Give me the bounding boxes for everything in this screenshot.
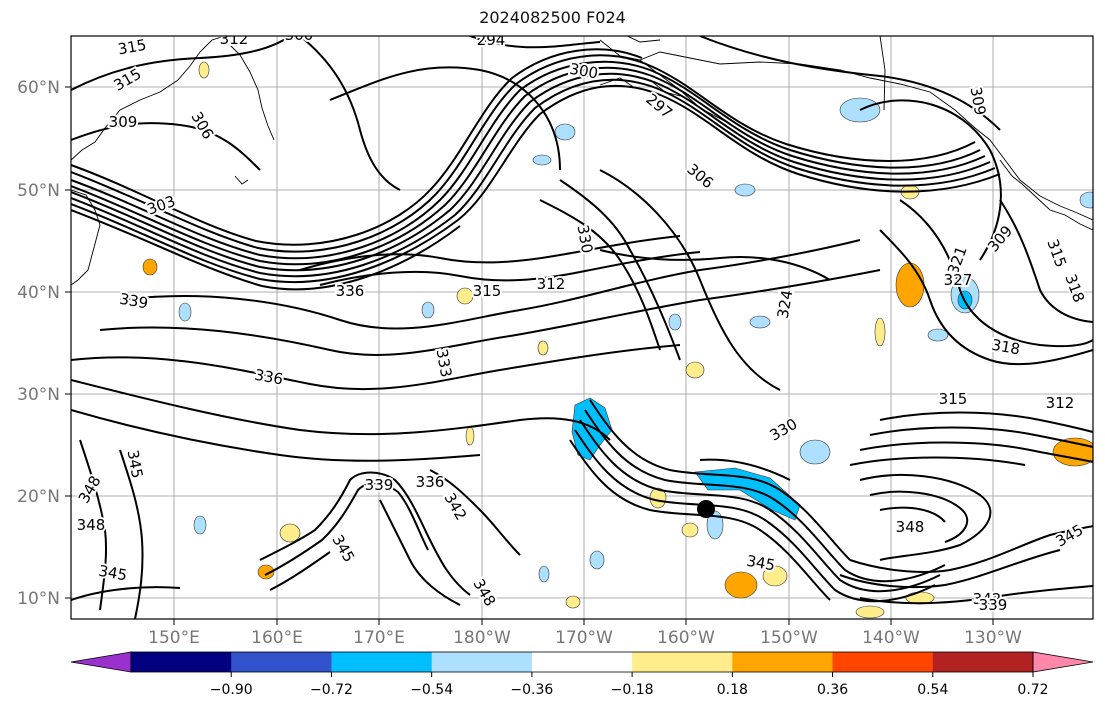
colorbar-extend-high: [1032, 651, 1094, 673]
map-title: 2024082500 F024: [479, 8, 626, 27]
colorbar-tick-label: 0.72: [1017, 682, 1048, 698]
anomaly-patch: [538, 565, 550, 583]
anomaly-patch: [706, 510, 724, 540]
anomaly-patch: [565, 595, 581, 609]
colorbar-segment: [732, 652, 834, 672]
contour-label: 348: [77, 516, 106, 534]
colorbar-tick-label: −0.36: [510, 682, 553, 698]
contour-label: 339: [118, 290, 149, 313]
contour-label: 348: [896, 518, 925, 536]
anomaly-patch: [537, 340, 549, 356]
lon-tick-label: 160°W: [657, 628, 715, 648]
lat-tick-label: 10°N: [17, 589, 60, 609]
lon-tick-label: 150°E: [148, 628, 200, 648]
contour-label: 315: [939, 390, 968, 408]
contour-label: 339: [365, 476, 394, 494]
contour-label: 312: [1046, 394, 1075, 412]
anomaly-patch: [279, 523, 301, 543]
contour-label: 327: [944, 271, 973, 289]
lon-tick-label: 170°W: [555, 628, 613, 648]
anomaly-patch: [734, 183, 756, 197]
anomaly-patch: [762, 565, 788, 587]
colorbar-tick-label: −0.18: [611, 682, 654, 698]
anomaly-patch: [874, 317, 886, 347]
colorbar-tick-label: −0.54: [410, 682, 453, 698]
lat-tick-label: 50°N: [17, 181, 60, 201]
anomaly-patch: [142, 258, 158, 276]
lat-tick-label: 20°N: [17, 487, 60, 507]
anomaly-patch: [571, 397, 613, 461]
colorbar-tick-label: 0.18: [717, 682, 748, 698]
lon-tick-label: 180°W: [453, 628, 511, 648]
anomaly-patch: [668, 313, 682, 331]
anomaly-patch: [681, 522, 699, 538]
colorbar-segment: [932, 652, 1034, 672]
anomaly-patch: [257, 564, 275, 580]
colorbar-segment: [531, 652, 633, 672]
colorbar-tick-label: 0.36: [817, 682, 848, 698]
contour-label: 300: [285, 26, 314, 44]
colorbar-segment: [231, 652, 332, 672]
colorbar-segment: [832, 652, 934, 672]
anomaly-patch: [193, 515, 207, 535]
cyclone-center-marker: [697, 500, 715, 518]
colorbar-segment: [131, 652, 232, 672]
anomaly-patch: [589, 550, 605, 570]
anomaly-patch: [465, 426, 475, 446]
colorbar-frame: [130, 651, 1034, 673]
contour-label: 315: [473, 282, 502, 300]
colorbar-tick-label: −0.72: [310, 682, 353, 698]
contour-label: 336: [336, 282, 365, 300]
longitude-axis: 150°E 160°E 170°E 180°W 170°W 160°W 150°W 140°W…: [148, 619, 1022, 648]
contour-label: 294: [477, 31, 506, 49]
anomaly-patch: [421, 301, 435, 319]
map-plot-area: [71, 36, 1093, 619]
contour-label: 309: [109, 113, 138, 131]
colorbar-segment: [632, 652, 733, 672]
colorbar-extend-low: [70, 651, 132, 673]
lat-tick-label: 30°N: [17, 385, 60, 405]
anomaly-patch: [178, 302, 192, 322]
contour-label: 312: [220, 30, 249, 48]
contour-label: 336: [416, 473, 445, 491]
lon-tick-label: 160°E: [251, 628, 303, 648]
anomaly-patch: [749, 315, 771, 329]
contour-label: 312: [1046, 394, 1075, 412]
lon-tick-label: 130°W: [964, 628, 1022, 648]
contour-label: 342: [973, 590, 1002, 608]
colorbar-tick-label: 0.54: [917, 682, 948, 698]
lon-tick-label: 150°W: [760, 628, 818, 648]
contour-label: 339: [979, 596, 1008, 614]
colorbar-segment: [331, 652, 433, 672]
anomaly-patch: [799, 439, 831, 465]
colorbar-tick-label: −0.90: [210, 682, 253, 698]
anomaly-patch: [198, 61, 210, 79]
anomaly-patch: [554, 123, 576, 141]
anomaly-patch: [532, 154, 552, 166]
lat-tick-label: 60°N: [17, 78, 60, 98]
theta-contours: [71, 36, 1093, 619]
lat-tick-label: 40°N: [17, 283, 60, 303]
anomaly-patch: [456, 287, 474, 305]
contour-label: 312: [537, 275, 566, 293]
map-frame: [70, 35, 1094, 620]
anomaly-patch: [1079, 191, 1093, 209]
colorbar-segment: [431, 652, 533, 672]
anomaly-patch: [895, 262, 925, 308]
lon-tick-label: 170°E: [353, 628, 405, 648]
anomaly-patch: [724, 571, 758, 599]
anomaly-patch: [685, 361, 705, 379]
anomaly-patch: [855, 605, 885, 619]
anomaly-patch: [927, 328, 949, 342]
latitude-axis: 60°N 50°N 40°N 30°N 20°N 10°N: [17, 78, 71, 609]
lon-tick-label: 140°W: [862, 628, 920, 648]
anomaly-patch: [694, 467, 801, 521]
colorbar: −0.90 −0.72 −0.54 −0.36 −0.18 0.18 0.36 0.54 0.7…: [70, 651, 1094, 698]
